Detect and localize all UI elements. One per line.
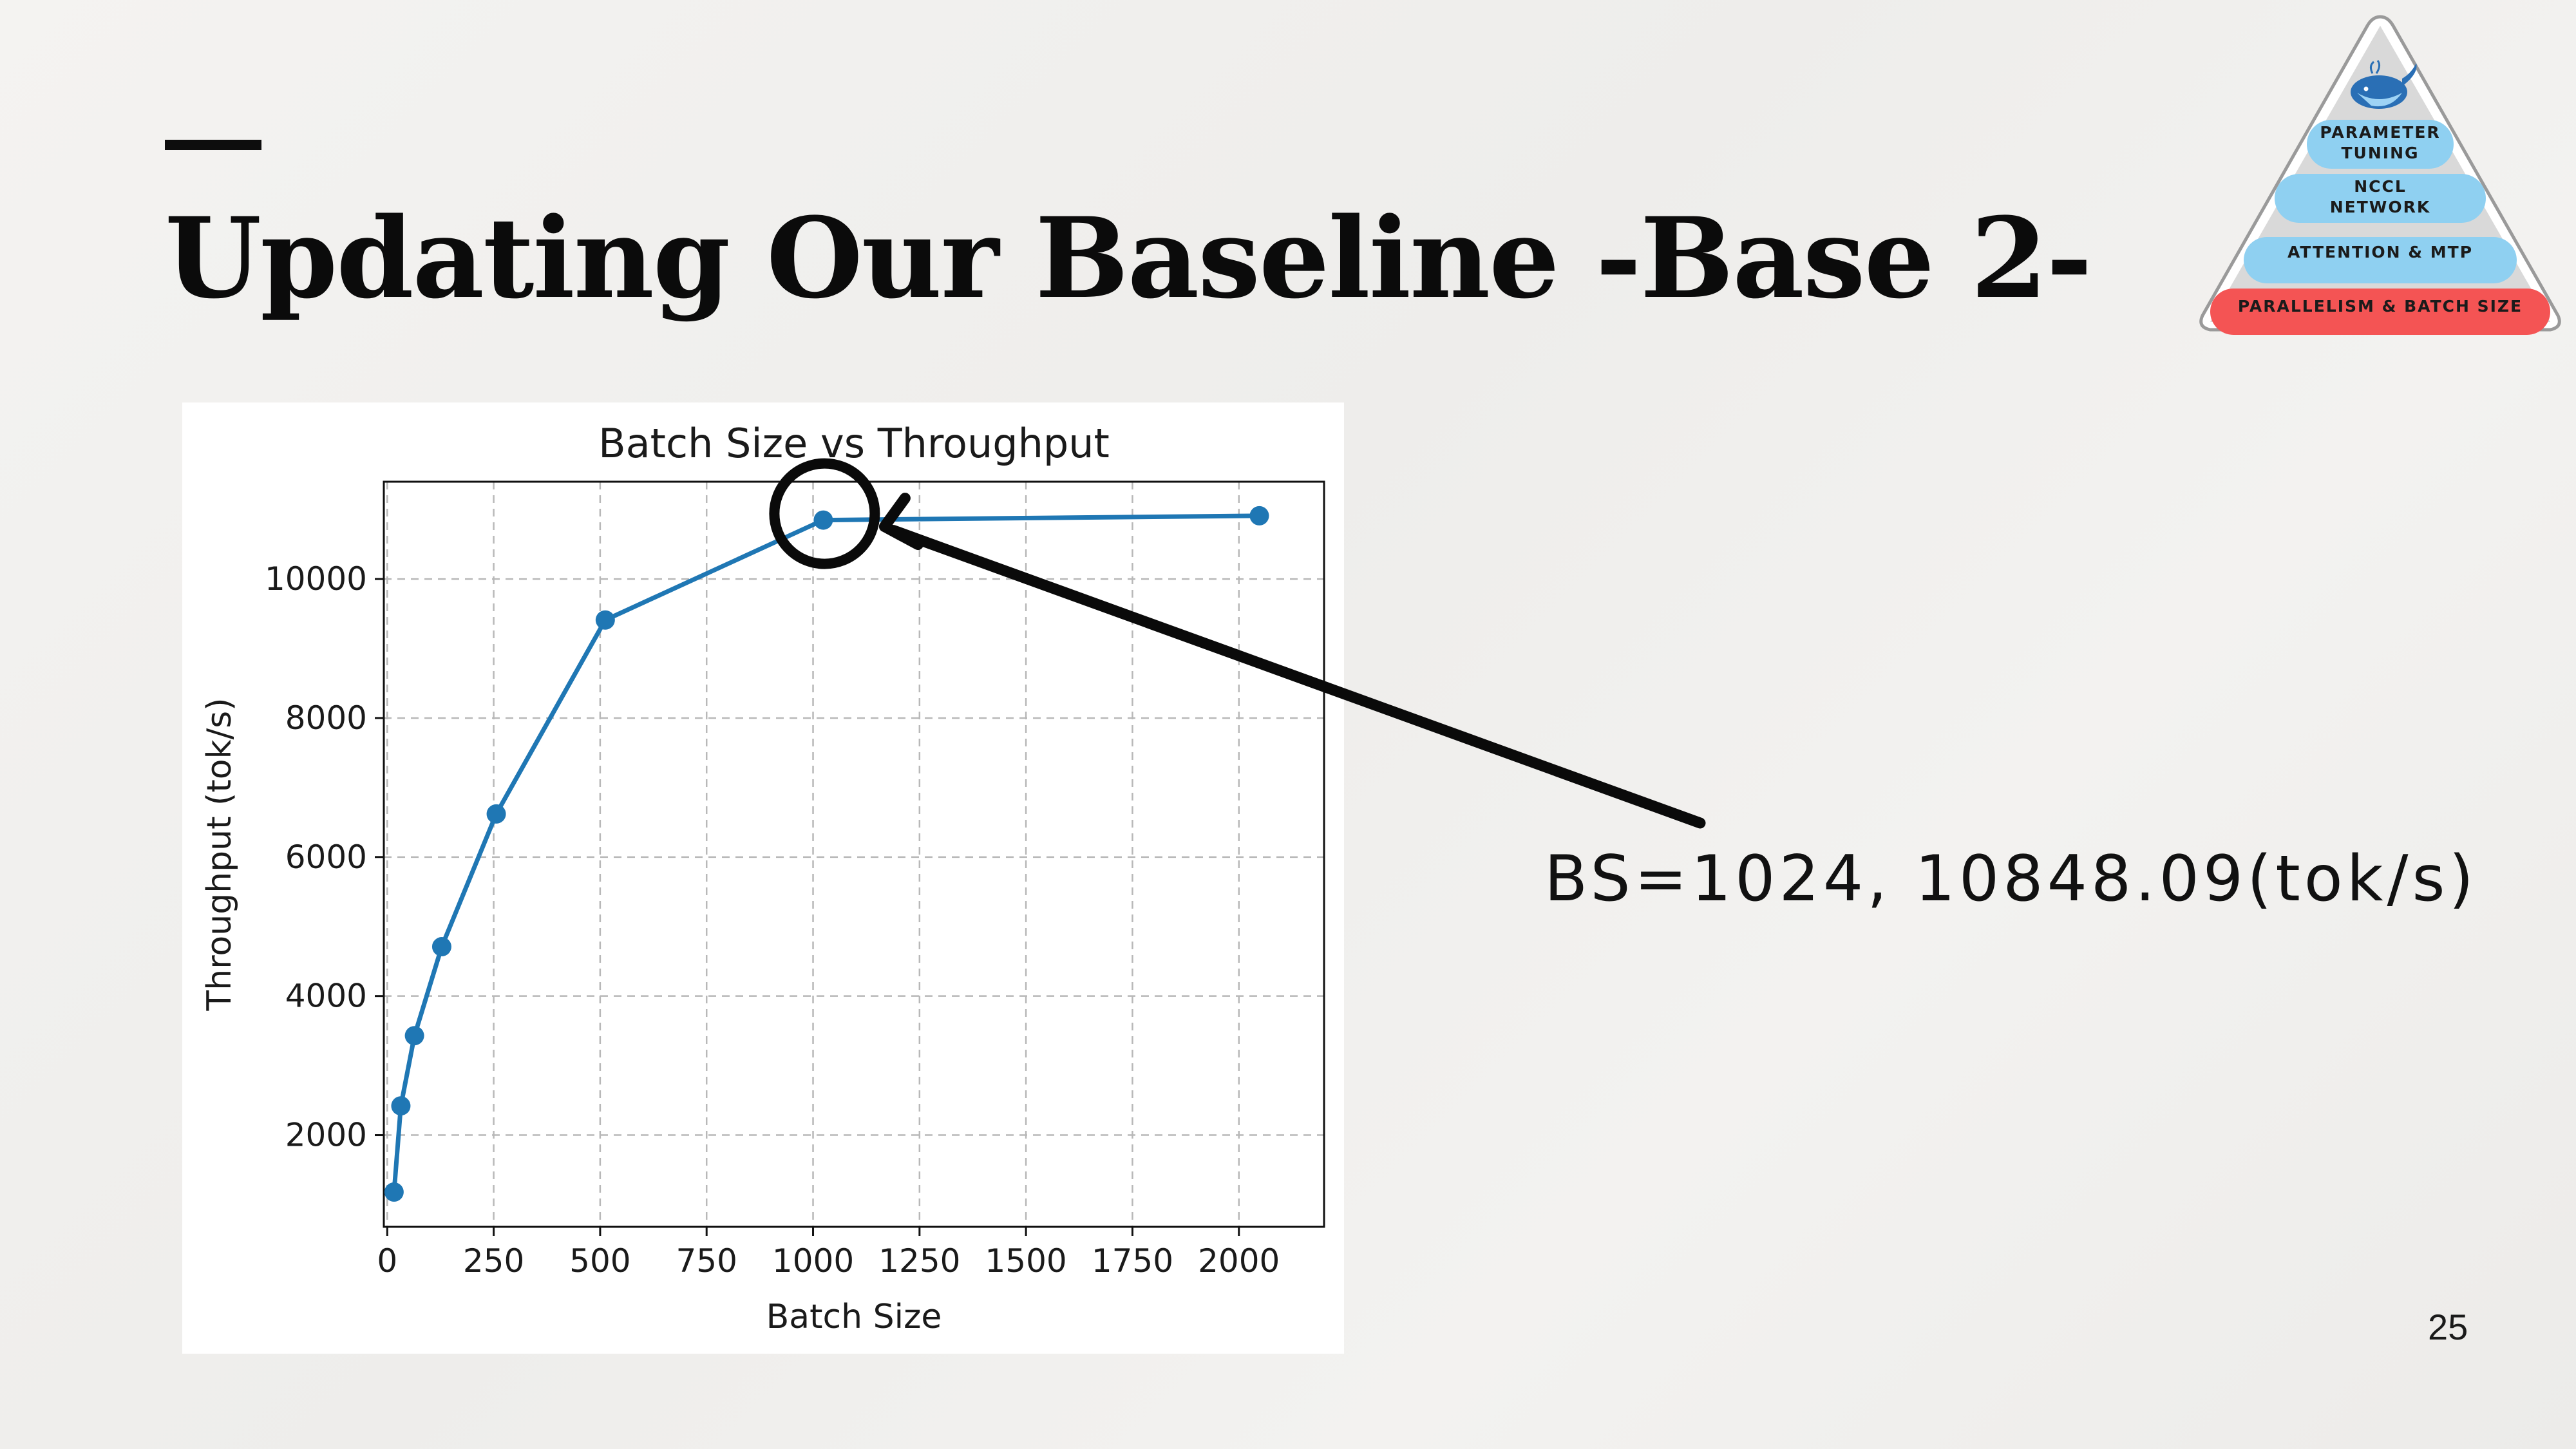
y-tick-label: 10000 — [265, 560, 367, 598]
throughput-chart: 0 250 500 750 1000 1250 1500 1750 2000 2000 4000 60… — [200, 420, 1325, 1336]
page-number: 25 — [2428, 1307, 2468, 1347]
pyramid-level-band — [2307, 120, 2454, 169]
chart-panel: 0 250 500 750 1000 1250 1500 1750 2000 2000 4000 60… — [182, 402, 1344, 1354]
x-tick-label: 0 — [377, 1242, 397, 1280]
x-tick-label: 2000 — [1198, 1242, 1280, 1280]
data-point — [431, 937, 451, 957]
title-accent-bar — [165, 140, 261, 150]
y-axis-label: Throughput (tok/s) — [200, 697, 239, 1011]
data-point — [813, 510, 833, 530]
data-point — [391, 1096, 411, 1116]
pyramid-graphic — [2199, 15, 2561, 335]
x-tick-label: 250 — [463, 1242, 524, 1280]
x-tick-label: 1500 — [985, 1242, 1067, 1280]
whale-icon — [2351, 60, 2417, 109]
x-tick-label: 1000 — [772, 1242, 854, 1280]
pyramid-level-band — [2244, 237, 2517, 283]
y-tick-label: 4000 — [285, 978, 367, 1015]
data-point — [404, 1026, 424, 1046]
x-tick-label: 1750 — [1092, 1242, 1173, 1280]
pyramid-level-band — [2210, 289, 2550, 335]
x-axis-label: Batch Size — [766, 1298, 942, 1336]
pyramid-level-label: ATTENTION & MTP — [2287, 243, 2474, 261]
plot-frame — [383, 480, 1325, 1228]
slide-title: Updating Our Baseline -Base 2- — [165, 193, 2092, 323]
x-tick-label: 500 — [569, 1242, 630, 1280]
data-point — [595, 610, 615, 630]
pyramid-level-label: PARAMETER TUNING — [2320, 123, 2441, 162]
chart-title: Batch Size vs Throughput — [598, 420, 1110, 467]
y-tick-label: 6000 — [285, 838, 367, 876]
data-point — [486, 804, 506, 824]
x-tick-label: 1250 — [878, 1242, 960, 1280]
x-tick-label: 750 — [676, 1242, 737, 1280]
pyramid-level-label: NCCL NETWORK — [2329, 177, 2431, 216]
pyramid-level-band — [2275, 174, 2486, 223]
data-point — [1249, 506, 1269, 526]
series-line — [392, 513, 1260, 1193]
callout-text: BS=1024, 10848.09(tok/s) — [1544, 842, 2477, 916]
optimization-pyramid: PARAMETER TUNING NCCL NETWORK ATTENTION … — [2197, 12, 2563, 343]
y-tick-label: 2000 — [285, 1117, 367, 1154]
data-point — [384, 1182, 404, 1202]
y-tick-label: 8000 — [285, 699, 367, 737]
pyramid-level-label: PARALLELISM & BATCH SIZE — [2237, 297, 2523, 316]
